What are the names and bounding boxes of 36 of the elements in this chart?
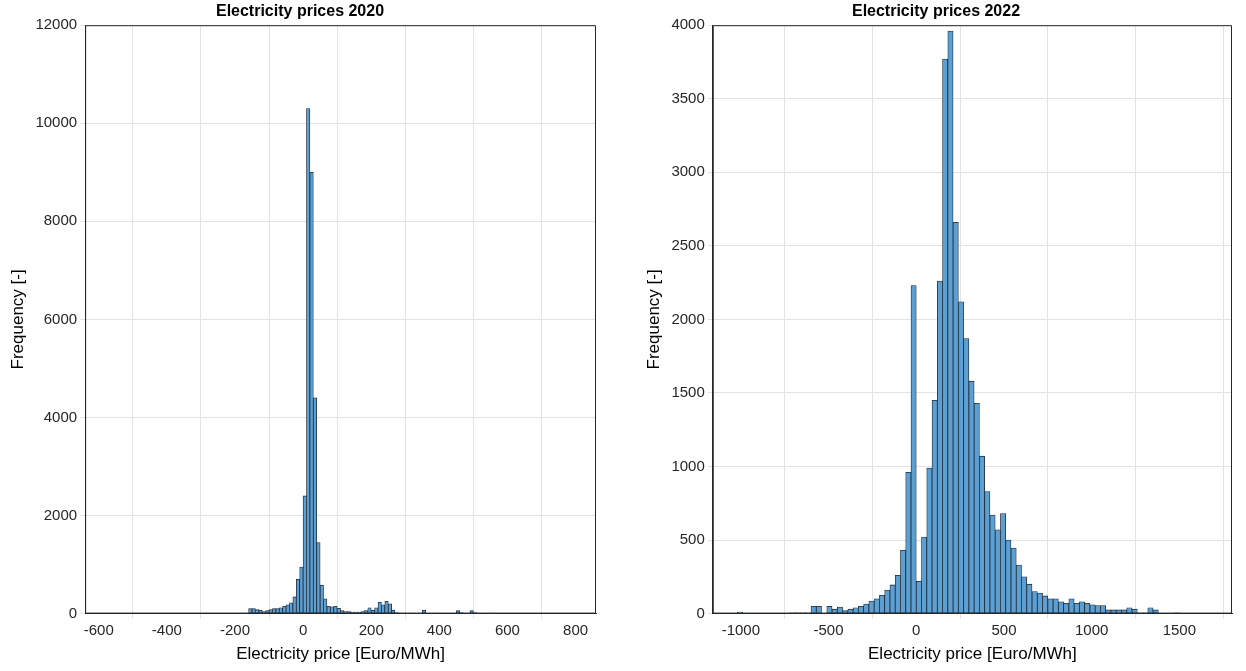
x-tick-label: -400: [151, 620, 182, 638]
y-axis-title: Frequency [-]: [643, 269, 663, 370]
x-tick-label: 1000: [1074, 620, 1109, 638]
y-tick-label: 2000: [43, 505, 78, 523]
x-tick-label: 0: [912, 620, 921, 638]
y-axis-title: Frequency [-]: [7, 269, 27, 370]
y-tick-label: 10000: [35, 113, 78, 131]
y-tick-label: 2500: [671, 235, 705, 253]
y-tick-label: 6000: [43, 309, 78, 327]
x-tick-label: -1000: [721, 620, 761, 638]
y-tick-label: 12000: [35, 15, 78, 33]
x-tick-label: 200: [358, 620, 384, 638]
x-tick-label: 800: [563, 620, 589, 638]
y-tick-label: 0: [68, 603, 78, 621]
y-tick-label: 1500: [671, 383, 705, 401]
x-tick-label: -600: [83, 620, 114, 638]
y-tick-label: 4000: [43, 407, 78, 425]
x-tick-label: -500: [813, 620, 844, 638]
chart-title: Electricity prices 2020: [215, 2, 385, 20]
y-tick-label: 500: [679, 530, 705, 548]
y-tick-label: 8000: [43, 211, 78, 229]
x-tick-label: 500: [991, 620, 1017, 638]
x-tick-label: -200: [219, 620, 250, 638]
x-tick-label: 1500: [1162, 620, 1197, 638]
y-tick-label: 3500: [671, 88, 705, 106]
y-tick-label: 2000: [671, 309, 705, 327]
x-tick-label: 400: [426, 620, 452, 638]
y-tick-label: 4000: [671, 15, 705, 33]
x-tick-label: 600: [494, 620, 520, 638]
y-tick-label: 0: [696, 603, 705, 621]
x-axis-title: Electricity price [Euro/MWh]: [236, 644, 445, 664]
y-tick-label: 1000: [671, 456, 705, 474]
y-tick-label: 3000: [671, 162, 705, 180]
x-axis-title: Electricity price [Euro/MWh]: [868, 644, 1077, 664]
chart-title: Electricity prices 2022: [851, 2, 1021, 20]
x-tick-label: 0: [298, 620, 308, 638]
